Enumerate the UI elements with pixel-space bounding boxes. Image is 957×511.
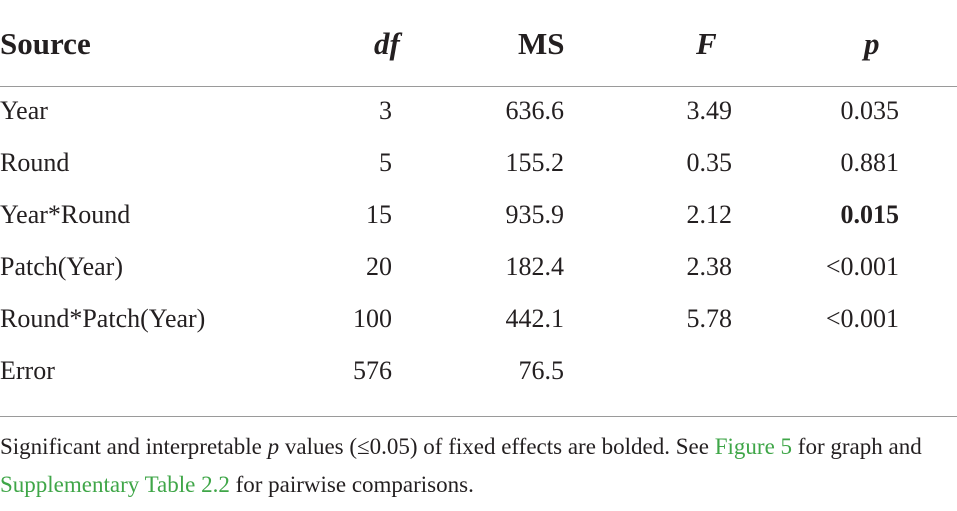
cell-p: <0.001 <box>825 252 899 281</box>
cell-df: 5 <box>379 148 392 177</box>
header-p: p <box>864 26 880 61</box>
table-bottom-rule <box>0 416 957 417</box>
cell-ms: 155.2 <box>505 148 565 177</box>
table-row: Year*Round 15 935.9 2.12 0.015 <box>0 191 957 243</box>
cell-df: 15 <box>366 200 392 229</box>
cell-df: 20 <box>366 252 392 281</box>
cell-source: Round <box>0 148 70 177</box>
cell-ms: 935.9 <box>505 200 565 229</box>
cell-p: <0.001 <box>825 304 899 333</box>
cell-source: Year*Round <box>0 200 131 229</box>
cell-f: 0.35 <box>686 148 733 177</box>
cell-ms: 76.5 <box>518 356 565 385</box>
cell-ms: 442.1 <box>505 304 565 333</box>
cell-f: 2.12 <box>686 200 733 229</box>
cell-p: 0.035 <box>840 96 900 125</box>
supplementary-table-link[interactable]: Supplementary Table 2.2 <box>0 472 230 497</box>
table-row: Patch(Year) 20 182.4 2.38 <0.001 <box>0 243 957 295</box>
cell-source: Year <box>0 96 48 125</box>
header-df: df <box>374 26 400 61</box>
table-row: Year 3 636.6 3.49 0.035 <box>0 87 957 139</box>
header-f: F <box>696 26 717 61</box>
table-header-row: Source df MS F p <box>0 0 957 87</box>
table-row: Round*Patch(Year) 100 442.1 5.78 <0.001 <box>0 295 957 347</box>
cell-p: 0.881 <box>840 148 900 177</box>
anova-table: Source df MS F p Year 3 636.6 3.49 0.035… <box>0 0 957 497</box>
cell-source: Round*Patch(Year) <box>0 304 206 333</box>
cell-ms: 182.4 <box>505 252 565 281</box>
table-row: Error 576 76.5 <box>0 347 957 399</box>
figure-5-link[interactable]: Figure 5 <box>714 434 793 459</box>
cell-f: 3.49 <box>686 96 733 125</box>
footnote-p-italic: p <box>267 434 280 459</box>
cell-f: 5.78 <box>686 304 733 333</box>
cell-ms: 636.6 <box>505 96 565 125</box>
cell-source: Patch(Year) <box>0 252 123 281</box>
footnote-text: for graph and <box>792 434 922 459</box>
cell-f: 2.38 <box>686 252 733 281</box>
footnote-text: values (≤0.05) of fixed effects are bold… <box>279 434 715 459</box>
table-body: Year 3 636.6 3.49 0.035 Round 5 155.2 0.… <box>0 87 957 399</box>
table-row: Round 5 155.2 0.35 0.881 <box>0 139 957 191</box>
cell-df: 3 <box>379 96 392 125</box>
cell-df: 576 <box>353 356 392 385</box>
table-footnote: Significant and interpretable p values (… <box>0 428 957 504</box>
header-source: Source <box>0 26 91 61</box>
cell-p-significant: 0.015 <box>840 200 900 229</box>
cell-df: 100 <box>353 304 392 333</box>
cell-source: Error <box>0 356 55 385</box>
footnote-text: Significant and interpretable <box>0 434 268 459</box>
footnote-text: for pairwise comparisons. <box>229 472 474 497</box>
header-ms: MS <box>518 26 565 61</box>
